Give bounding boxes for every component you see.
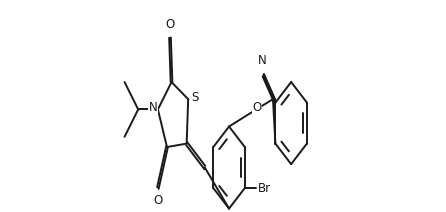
Text: S: S	[191, 91, 198, 104]
Text: O: O	[153, 194, 162, 207]
Text: Br: Br	[258, 181, 271, 195]
Text: O: O	[165, 18, 175, 31]
Text: N: N	[149, 101, 157, 114]
Text: O: O	[252, 101, 262, 114]
Text: N: N	[257, 54, 266, 67]
